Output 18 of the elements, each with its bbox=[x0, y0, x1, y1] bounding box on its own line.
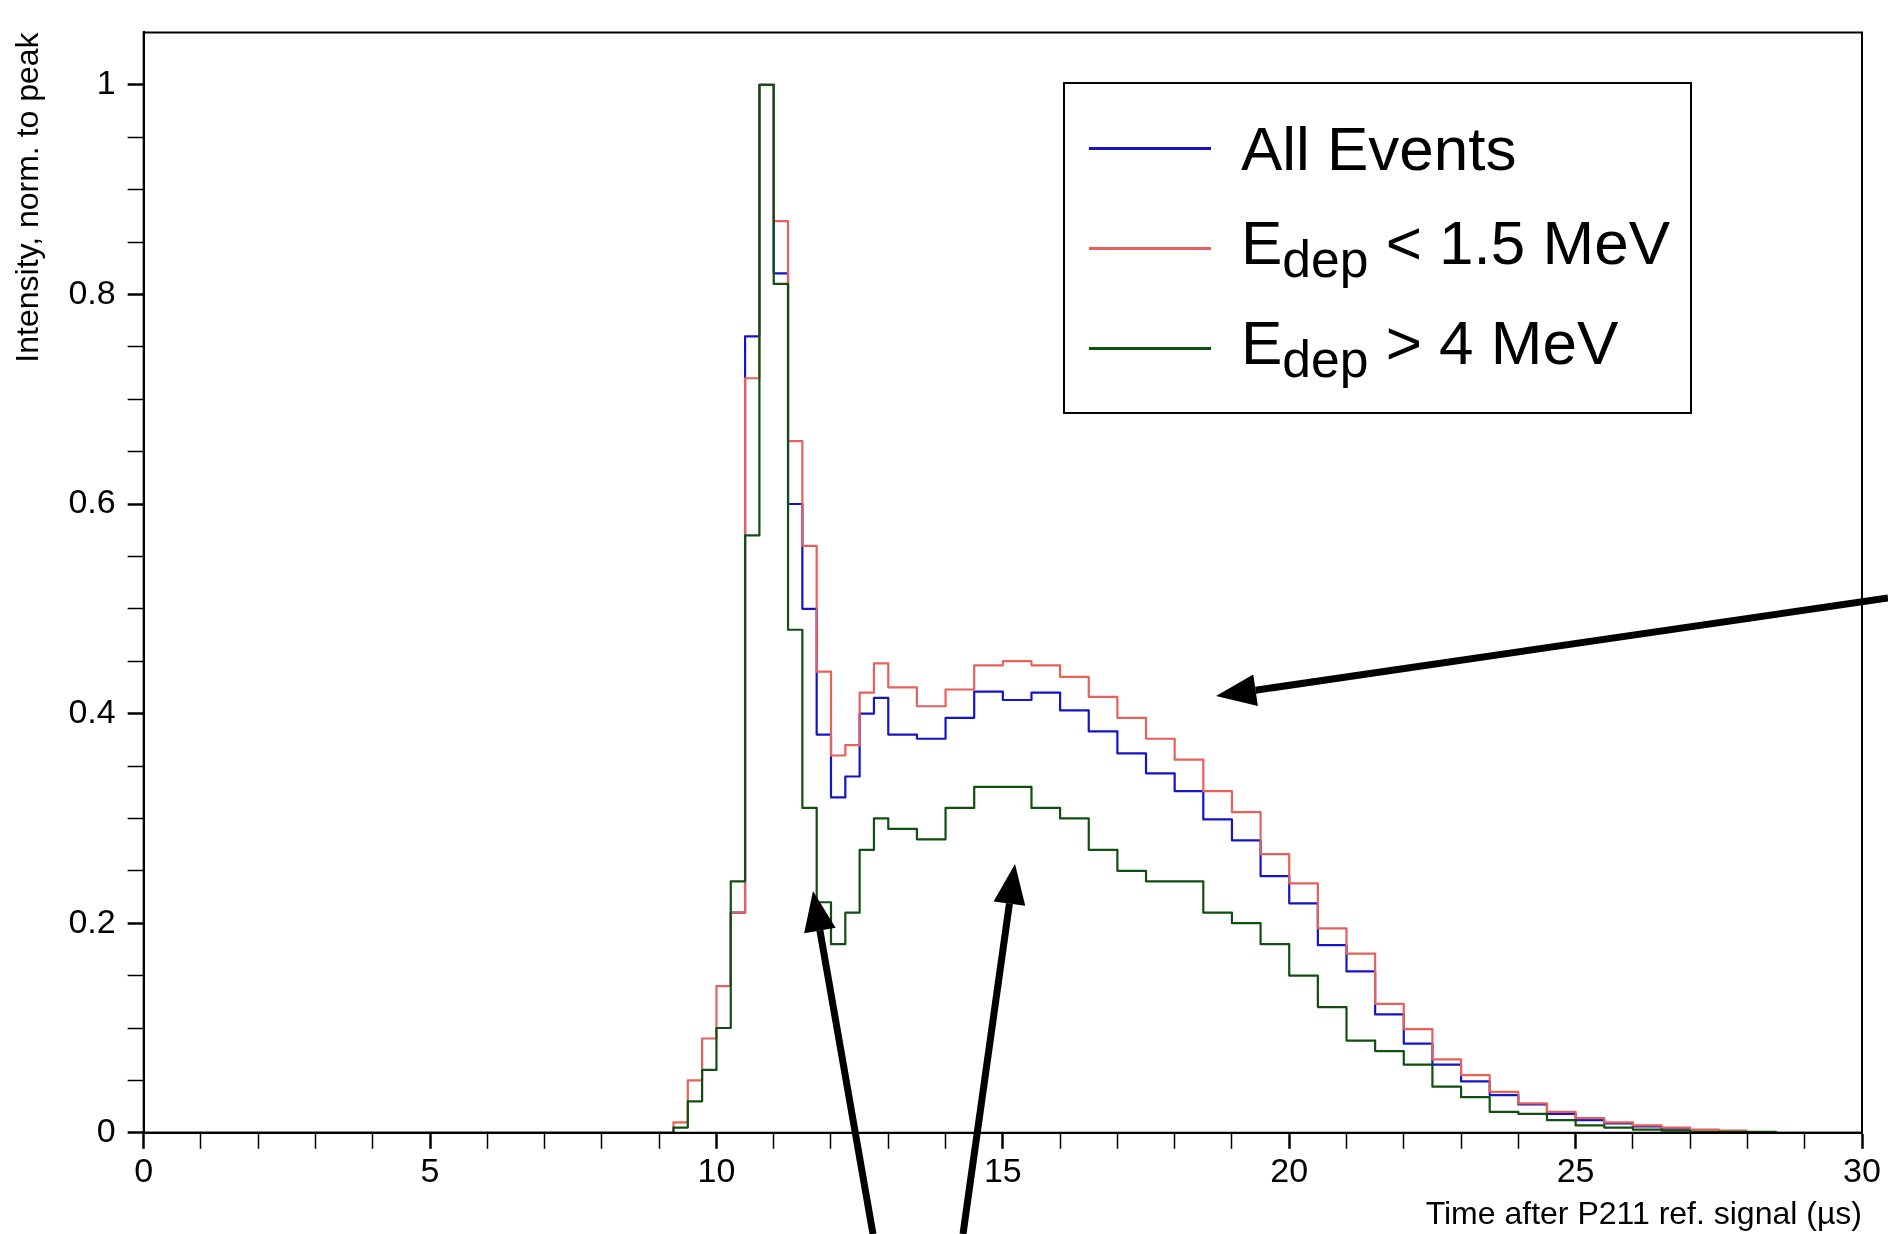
y-tick-label: 0.6 bbox=[68, 482, 116, 521]
y-tick-label: 0.2 bbox=[68, 901, 116, 940]
legend-label: E$_{dep}$ < 1.5 MeV bbox=[1240, 206, 1670, 290]
y-tick-label: 0.4 bbox=[68, 691, 116, 730]
y-tick-label: 1 bbox=[96, 63, 116, 102]
legend-label: E$_{dep}$ > 4 MeV bbox=[1240, 306, 1619, 390]
x-tick-label: 30 bbox=[1843, 1150, 1881, 1189]
x-tick-label: 5 bbox=[420, 1150, 440, 1189]
y-tick-label: 0.8 bbox=[68, 272, 116, 311]
legend-label: All Events bbox=[1240, 112, 1517, 184]
y-tick-label: 0 bbox=[96, 1111, 116, 1150]
x-tick-label: 20 bbox=[1270, 1150, 1309, 1189]
x-tick-label: 0 bbox=[134, 1150, 154, 1189]
x-tick-label: 10 bbox=[697, 1150, 736, 1189]
x-axis-title: Time after P211 ref. signal (µs) bbox=[1425, 1194, 1862, 1231]
y-axis-title: Intensity, norm. to peak bbox=[9, 31, 46, 363]
x-tick-label: 15 bbox=[983, 1150, 1022, 1189]
x-tick-label: 25 bbox=[1556, 1150, 1595, 1189]
